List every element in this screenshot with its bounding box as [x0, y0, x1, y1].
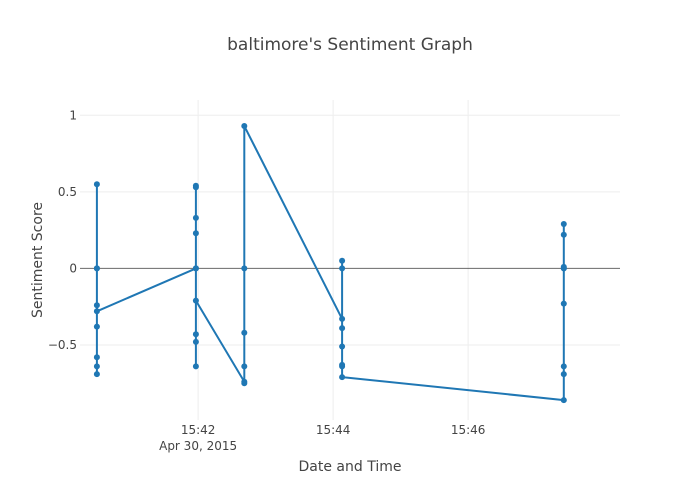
data-point — [93, 265, 100, 272]
x-date-label: Apr 30, 2015 — [159, 439, 237, 453]
data-point — [560, 231, 567, 238]
y-tick-label: 0.5 — [58, 185, 77, 199]
data-point — [241, 265, 248, 272]
data-point — [339, 265, 346, 272]
data-point — [560, 221, 567, 227]
x-tick-label: 15:46 — [451, 423, 486, 437]
data-point — [93, 181, 100, 188]
data-point — [93, 323, 100, 330]
data-point — [93, 308, 100, 315]
data-point — [339, 257, 346, 264]
data-point — [192, 214, 199, 221]
data-point — [241, 363, 248, 370]
data-point — [93, 354, 100, 361]
line-layer — [95, 125, 565, 402]
data-point — [192, 331, 199, 338]
data-point — [339, 374, 346, 381]
data-point — [192, 184, 199, 191]
grid-layer — [80, 100, 620, 420]
y-tick-label: −0.5 — [48, 338, 77, 352]
x-axis-label: Date and Time — [299, 459, 402, 475]
data-point — [339, 343, 346, 350]
x-tick-label: 15:42 — [181, 423, 216, 437]
y-tick-label: 0 — [69, 261, 77, 275]
data-point — [192, 265, 199, 272]
data-point — [192, 297, 199, 304]
point-layer — [93, 123, 567, 404]
data-point — [192, 363, 199, 370]
data-point — [192, 338, 199, 345]
tick-layer: 15:42 Apr 30, 2015 15:44 15:46 −0.5 0 0.5 1 — [48, 108, 486, 453]
data-point — [560, 265, 567, 272]
data-point — [93, 363, 100, 370]
data-point — [241, 329, 248, 336]
data-point — [560, 371, 567, 378]
data-point — [560, 300, 567, 307]
data-point — [93, 371, 100, 378]
data-point — [560, 397, 567, 404]
data-point — [93, 302, 100, 309]
y-axis-label: Sentiment Score — [30, 202, 46, 318]
data-point — [192, 230, 199, 237]
chart-title: baltimore's Sentiment Graph — [227, 35, 473, 55]
data-point — [241, 380, 248, 387]
x-tick-label: 15:44 — [316, 423, 351, 437]
data-point — [241, 123, 248, 129]
data-point — [560, 363, 567, 370]
data-point — [339, 363, 346, 370]
series-line — [95, 125, 565, 402]
y-tick-label: 1 — [69, 108, 77, 122]
data-point — [339, 315, 346, 322]
data-point — [339, 325, 346, 332]
